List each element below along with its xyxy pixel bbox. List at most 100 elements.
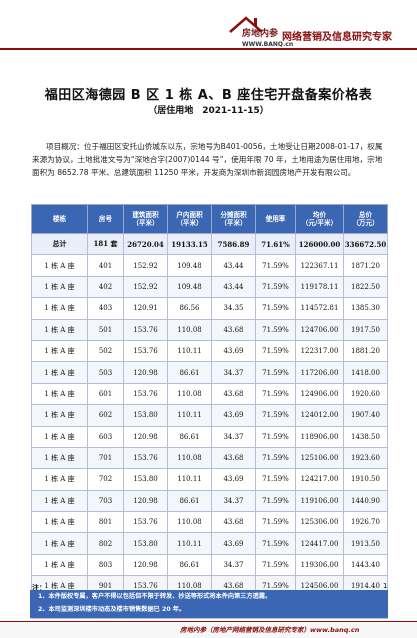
page-subtitle: （居住用地 2021-11-15）: [148, 106, 269, 116]
table-cell: 1 栋 A 座: [31, 489, 88, 513]
table-cell: 26720.04: [123, 232, 168, 256]
table-cell: 1 栋 A 座: [31, 297, 88, 320]
table-cell: 126000.00: [295, 232, 344, 256]
table-cell: 1 栋 A 座: [31, 361, 88, 384]
logo-url: WWW.BANQ.cn: [242, 41, 294, 48]
house-roof-icon: [229, 16, 263, 33]
table-cell: 43.68: [211, 318, 256, 341]
table-cell: 86.61: [167, 489, 212, 513]
table-cell: 43.68: [211, 511, 256, 534]
column-header: 使用率: [255, 204, 296, 234]
table-row: 1 栋 A 座 502 153.76 110.11 43.69 71.59% 122317.…: [31, 339, 388, 363]
note-item: 2、本司监测深圳楼市动态及楼市销售数据已 20 年。: [38, 606, 186, 613]
table-cell: 122317.00: [295, 339, 344, 363]
table-cell: 336672.50: [343, 232, 388, 256]
table-cell: 110.08: [167, 511, 212, 534]
table-cell: 1 栋 A 座: [31, 404, 88, 427]
table-cell: 34.37: [211, 425, 256, 448]
table-cell: 503: [87, 361, 124, 384]
table-cell: 1907.40: [343, 404, 388, 427]
column-header: 分摊面积 （平米）: [211, 204, 256, 234]
table-cell: 1 栋 A 座: [31, 553, 88, 577]
table-cell: 1920.60: [343, 382, 388, 406]
table-row: 1 栋 A 座 602 153.80 110.11 43.69 71.59% 124012.…: [31, 404, 388, 427]
table-cell: 153.80: [123, 468, 168, 491]
table-cell: 1917.50: [343, 318, 388, 341]
table-cell: 1913.50: [343, 532, 388, 555]
table-cell: 7586.89: [211, 232, 256, 256]
table-cell: 119178.11: [295, 275, 344, 299]
table-row: 1 栋 A 座 803 120.98 86.61 34.37 71.59% 119306.0…: [31, 553, 388, 577]
table-cell: 1 栋 A 座: [31, 275, 88, 299]
table-cell: 34.37: [211, 489, 256, 513]
table-cell: 1910.50: [343, 468, 388, 491]
table-cell: 1385.30: [343, 297, 388, 320]
table-cell: 109.48: [167, 254, 212, 277]
table-cell: 71.59%: [255, 361, 296, 384]
table-cell: 703: [87, 489, 124, 513]
table-cell: 43.69: [211, 404, 256, 427]
table-header-row: 楼栋 房号 建筑面积 （平米） 户内面积 （平米） 分摊面积 （平米） 使用率 均价 （元/…: [31, 204, 388, 234]
table-cell: 1440.90: [343, 489, 388, 513]
page-header: 房地内参 网络营销及信息研究专家 WWW.BANQ.cn: [0, 0, 417, 58]
table-cell: 117206.00: [295, 361, 344, 384]
table-cell: 122367.11: [295, 254, 344, 277]
table-cell: 110.11: [167, 404, 212, 427]
table-body: 总计 181 套 26720.04 19133.15 7586.89 71.61% 1260…: [31, 232, 388, 620]
table-cell: 502: [87, 339, 124, 363]
table-row: 1 栋 A 座 703 120.98 86.61 34.37 71.59% 119106.0…: [31, 489, 388, 513]
table-cell: 120.98: [123, 361, 168, 384]
table-cell: 153.76: [123, 382, 168, 406]
table-cell: 601: [87, 382, 124, 406]
table-cell: 71.59%: [255, 382, 296, 406]
table-cell: 1923.60: [343, 446, 388, 470]
table-cell: 124906.00: [295, 382, 344, 406]
table-cell: 71.59%: [255, 275, 296, 299]
table-cell: 1 栋 A 座: [31, 254, 88, 277]
table-cell: 43.44: [211, 275, 256, 299]
table-cell: 802: [87, 532, 124, 555]
table-cell: 181 套: [87, 232, 124, 256]
footer-divider: [0, 621, 417, 622]
table-cell: 86.61: [167, 553, 212, 577]
table-cell: 1822.50: [343, 275, 388, 299]
table-cell: 43.69: [211, 468, 256, 491]
table-cell: 110.11: [167, 339, 212, 363]
page-title: 福田区海德园 B 区 1 栋 A、B 座住宅开盘备案价格表: [44, 88, 373, 103]
table-cell: 1418.00: [343, 361, 388, 384]
table-cell: 153.76: [123, 318, 168, 341]
table-cell: 153.76: [123, 339, 168, 363]
table-cell: 86.56: [167, 297, 212, 320]
column-header: 总价 （万元）: [343, 204, 388, 234]
table-cell: 110.11: [167, 468, 212, 491]
table-cell: 71.59%: [255, 339, 296, 363]
table-cell: 71.59%: [255, 425, 296, 448]
table-cell: 1871.20: [343, 254, 388, 277]
table-cell: 71.59%: [255, 254, 296, 277]
column-header: 建筑面积 （平米）: [123, 204, 168, 234]
table-cell: 71.59%: [255, 468, 296, 491]
table-cell: 114572.81: [295, 297, 344, 320]
table-cell: 120.98: [123, 553, 168, 577]
table-cell: 1 栋 A 座: [31, 511, 88, 534]
price-table: 楼栋 房号 建筑面积 （平米） 户内面积 （平米） 分摊面积 （平米） 使用率 均价 （元/…: [31, 204, 388, 620]
table-row: 1 栋 A 座 503 120.98 86.61 34.37 71.59% 117206.0…: [31, 361, 388, 384]
table-cell: 71.59%: [255, 489, 296, 513]
table-cell: 43.44: [211, 254, 256, 277]
table-cell: 71.59%: [255, 297, 296, 320]
note-item: 1、本件版权专属，客户不得以包括但不限于转发、抄送等形式将本件向第三方透露。: [38, 593, 272, 600]
notes-label: 注：: [32, 584, 46, 592]
table-cell: 803: [87, 553, 124, 577]
column-header: 房号: [87, 204, 124, 234]
header-divider: [0, 48, 417, 50]
table-cell: 1 栋 A 座: [31, 382, 88, 406]
table-cell: 71.59%: [255, 532, 296, 555]
table-cell: 110.08: [167, 382, 212, 406]
table-cell: 119306.00: [295, 553, 344, 577]
table-cell: 402: [87, 275, 124, 299]
table-cell: 153.80: [123, 532, 168, 555]
table-cell: 702: [87, 468, 124, 491]
table-cell: 43.69: [211, 532, 256, 555]
table-row: 1 栋 A 座 702 153.80 110.11 43.69 71.59% 124217.…: [31, 468, 388, 491]
table-cell: 120.91: [123, 297, 168, 320]
